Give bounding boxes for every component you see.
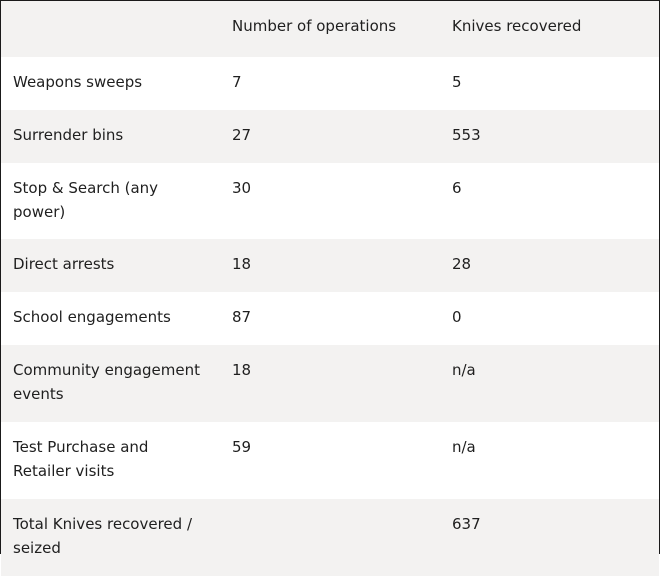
total-label: Total Knives recovered / seized [13,515,193,557]
row-label: Direct arrests [13,255,115,273]
row-knives: 6 [452,179,462,197]
row-operations: 27 [232,126,252,144]
row-knives: n/a [452,438,476,456]
row-operations: 7 [232,73,242,91]
table-header-row: Number of operations Knives recovered [1,1,659,57]
header-cell-label [1,1,220,57]
row-label: Community engagement events [13,361,201,403]
table-row: Test Purchase and Retailer visits 59 n/a [1,422,659,499]
table-row: Surrender bins 27 553 [1,110,659,163]
row-label: School engagements [13,308,171,326]
table-row: Weapons sweeps 7 5 [1,57,659,110]
table-total-row: Total Knives recovered / seized 637 [1,499,659,576]
header-cell-operations: Number of operations [232,17,397,35]
row-operations: 18 [232,361,252,379]
total-operations [220,499,440,576]
row-label: Stop & Search (any power) [13,179,159,221]
row-knives: 0 [452,308,462,326]
row-label: Weapons sweeps [13,73,143,91]
table-row: Direct arrests 18 28 [1,239,659,292]
total-knives: 637 [452,515,481,533]
row-knives: 28 [452,255,472,273]
row-operations: 18 [232,255,252,273]
row-knives: 553 [452,126,481,144]
row-knives: 5 [452,73,462,91]
row-operations: 59 [232,438,252,456]
table-row: Stop & Search (any power) 30 6 [1,163,659,239]
row-label: Surrender bins [13,126,124,144]
row-knives: n/a [452,361,476,379]
row-operations: 87 [232,308,252,326]
row-operations: 30 [232,179,252,197]
table-row: School engagements 87 0 [1,292,659,345]
table-row: Community engagement events 18 n/a [1,345,659,422]
row-label: Test Purchase and Retailer visits [13,438,149,480]
header-cell-knives: Knives recovered [452,17,582,35]
